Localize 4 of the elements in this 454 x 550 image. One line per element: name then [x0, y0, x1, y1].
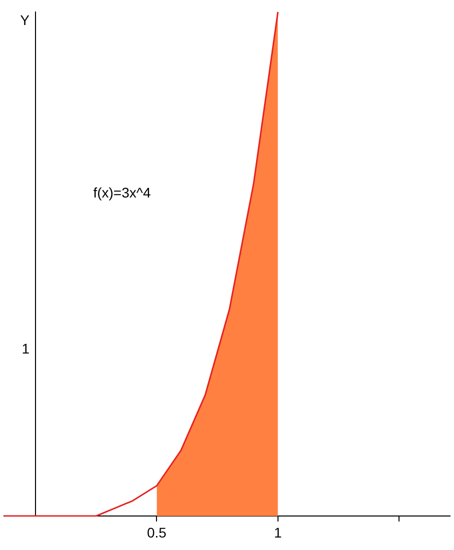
x-tick-label: 0.5 — [146, 524, 167, 540]
annotation: f(x)=3x^4 — [93, 184, 151, 200]
annotation: 1 — [22, 340, 30, 357]
y-axis-title: Y — [20, 12, 30, 28]
